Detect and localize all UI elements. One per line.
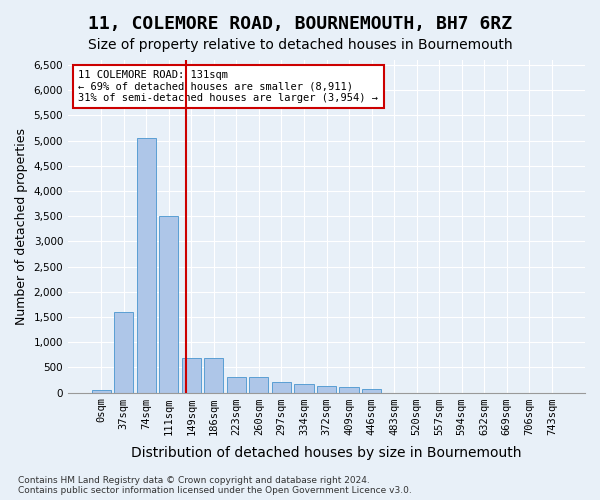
Text: 11, COLEMORE ROAD, BOURNEMOUTH, BH7 6RZ: 11, COLEMORE ROAD, BOURNEMOUTH, BH7 6RZ (88, 15, 512, 33)
Bar (340, 388, 359, 392)
Bar (295, 384, 314, 392)
Bar (182, 358, 201, 392)
Bar (204, 358, 223, 392)
Bar (159, 216, 178, 392)
Bar (137, 138, 156, 392)
Y-axis label: Number of detached properties: Number of detached properties (15, 128, 28, 325)
Bar (317, 386, 336, 392)
X-axis label: Distribution of detached houses by size in Bournemouth: Distribution of detached houses by size … (131, 446, 522, 460)
Bar (114, 312, 133, 392)
Text: 11 COLEMORE ROAD: 131sqm
← 69% of detached houses are smaller (8,911)
31% of sem: 11 COLEMORE ROAD: 131sqm ← 69% of detach… (79, 70, 379, 103)
Bar (250, 377, 268, 392)
Bar (227, 377, 246, 392)
Bar (362, 389, 381, 392)
Bar (272, 382, 291, 392)
Text: Contains HM Land Registry data © Crown copyright and database right 2024.
Contai: Contains HM Land Registry data © Crown c… (18, 476, 412, 495)
Text: Size of property relative to detached houses in Bournemouth: Size of property relative to detached ho… (88, 38, 512, 52)
Bar (92, 390, 110, 392)
